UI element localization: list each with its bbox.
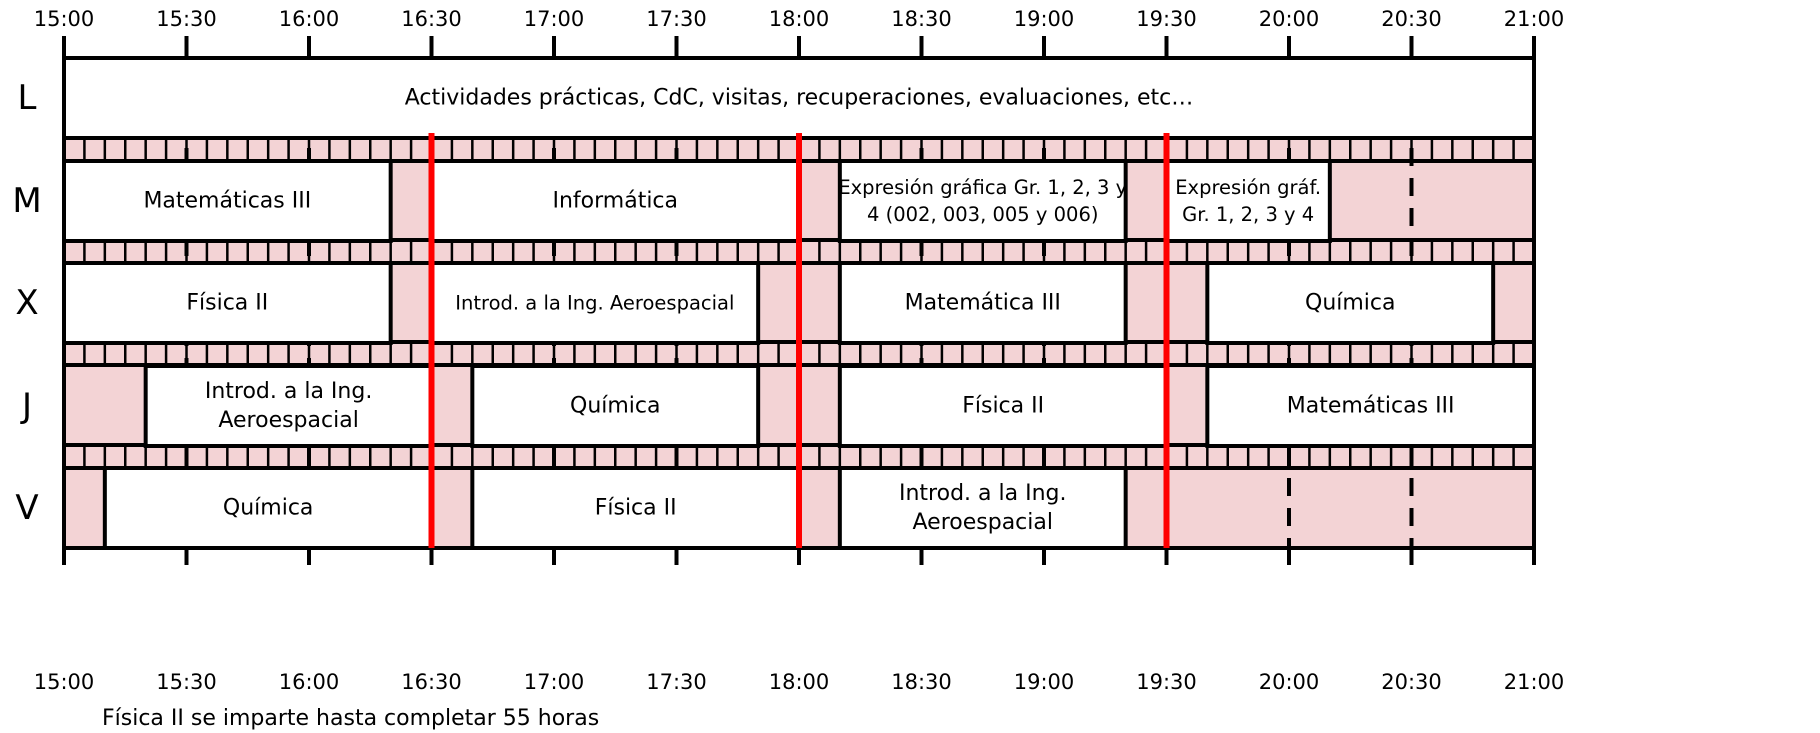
class-session: Actividades prácticas, CdC, visitas, rec… <box>62 56 1536 140</box>
bottom-axis-tick-label: 15:30 <box>156 670 217 694</box>
class-session-label: Química <box>223 496 314 521</box>
footnote: Física II se imparte hasta completar 55 … <box>102 706 600 731</box>
class-session-box <box>837 159 1128 243</box>
class-session-box <box>837 466 1128 550</box>
class-session: Química <box>470 364 761 448</box>
top-axis-tick-label: 15:30 <box>156 7 217 31</box>
day-label-X: X <box>15 283 38 323</box>
class-session-box <box>470 466 801 550</box>
bottom-time-axis: 15:00 15:30 16:00 16:30 17:00 17:30 18:00 18:30… <box>34 548 1565 694</box>
class-session-box <box>470 364 761 448</box>
class-session: Química <box>1205 261 1496 345</box>
class-session: Matemáticas III <box>1205 364 1537 448</box>
top-axis-tick-label: 18:00 <box>769 7 830 31</box>
class-session: Física II <box>470 466 801 550</box>
top-axis-tick-label: 19:30 <box>1136 7 1197 31</box>
day-label-L: L <box>18 78 37 118</box>
class-session-box <box>1164 159 1332 243</box>
bottom-axis-tick-label: 18:00 <box>769 670 830 694</box>
bottom-axis-tick-label: 21:00 <box>1504 670 1565 694</box>
bottom-axis-tick-label: 17:00 <box>524 670 585 694</box>
top-axis-tick-label: 21:00 <box>1504 7 1565 31</box>
top-axis-tick-label: 18:30 <box>891 7 952 31</box>
class-session: Química <box>102 466 434 550</box>
class-session: Introd. a la Ing. Aeroespacial <box>429 261 761 345</box>
bottom-axis-tick-label: 16:00 <box>279 670 340 694</box>
class-session: Matemática III <box>837 261 1128 345</box>
class-session-box <box>62 261 393 345</box>
class-session-label: Introd. a la Ing. <box>205 379 372 404</box>
bottom-axis-tick-label: 20:30 <box>1381 670 1442 694</box>
class-session-box <box>837 364 1169 448</box>
top-axis-tick-label: 20:30 <box>1381 7 1442 31</box>
class-session-label: Introd. a la Ing. Aeroespacial <box>455 292 734 315</box>
class-session-label: 4 (002, 003, 005 y 006) <box>867 203 1098 226</box>
day-label-J: J <box>20 386 32 426</box>
class-session-box <box>143 364 434 448</box>
top-axis-tick-label: 17:30 <box>646 7 707 31</box>
class-session: Física II <box>837 364 1169 448</box>
class-session-label: Química <box>1305 291 1396 316</box>
class-session-label: Aeroespacial <box>218 408 358 433</box>
bottom-axis-tick-label: 18:30 <box>891 670 952 694</box>
top-axis-tick-label: 19:00 <box>1014 7 1075 31</box>
top-axis-tick-label: 15:00 <box>34 7 95 31</box>
day-labels: L M X J V <box>12 78 41 528</box>
class-session: Introd. a la Ing. Aeroespacial <box>837 466 1128 550</box>
class-session-label: Matemáticas III <box>1287 394 1455 419</box>
top-axis-tick-label: 16:30 <box>401 7 462 31</box>
class-session-box <box>429 261 761 345</box>
class-session-label: Informática <box>552 189 678 214</box>
class-session: Expresión gráfica Gr. 1, 2, 3 y 4 (002, 0… <box>837 159 1128 243</box>
class-sessions: Actividades prácticas, CdC, visitas, rec… <box>62 56 1537 550</box>
class-session-box <box>1205 364 1537 448</box>
bottom-axis-tick-label: 17:30 <box>646 670 707 694</box>
class-session-label: Matemáticas III <box>143 189 311 214</box>
bottom-axis-tick-label: 16:30 <box>401 670 462 694</box>
class-session: Introd. a la Ing. Aeroespacial <box>143 364 434 448</box>
bottom-axis-tick-label: 20:00 <box>1259 670 1320 694</box>
class-session-label: Actividades prácticas, CdC, visitas, rec… <box>405 86 1194 111</box>
class-session: Expresión gráf. Gr. 1, 2, 3 y 4 <box>1164 159 1332 243</box>
class-session-label: Física II <box>595 496 677 521</box>
class-session-box <box>62 159 393 243</box>
bottom-axis-tick-label: 19:00 <box>1014 670 1075 694</box>
class-session: Física II <box>62 261 393 345</box>
highlight-lines <box>428 133 1170 548</box>
class-session-label: Expresión gráfica Gr. 1, 2, 3 y <box>838 176 1127 199</box>
top-axis-tick-label: 17:00 <box>524 7 585 31</box>
bottom-axis-tick-label: 15:00 <box>34 670 95 694</box>
bottom-axis-tick-label: 19:30 <box>1136 670 1197 694</box>
top-axis-tick-label: 16:00 <box>279 7 340 31</box>
top-axis-tick-label: 20:00 <box>1259 7 1320 31</box>
day-label-M: M <box>12 181 41 221</box>
class-session: Informática <box>429 159 801 243</box>
day-label-V: V <box>15 488 38 528</box>
class-session-label: Matemática III <box>905 291 1061 316</box>
class-session-box <box>429 159 801 243</box>
class-session-label: Expresión gráf. <box>1175 176 1321 199</box>
class-session-label: Aeroespacial <box>913 510 1053 535</box>
top-time-axis: 15:00 15:30 16:00 16:30 17:00 17:30 18:00 18:30… <box>34 7 1565 58</box>
class-session-label: Química <box>570 394 661 419</box>
class-session-box <box>837 261 1128 345</box>
class-session-box <box>1205 261 1496 345</box>
class-session-label: Física II <box>962 394 1044 419</box>
class-session-label: Gr. 1, 2, 3 y 4 <box>1182 203 1314 226</box>
class-session-label: Introd. a la Ing. <box>899 481 1066 506</box>
class-session-label: Física II <box>186 291 268 316</box>
class-session: Matemáticas III <box>62 159 393 243</box>
